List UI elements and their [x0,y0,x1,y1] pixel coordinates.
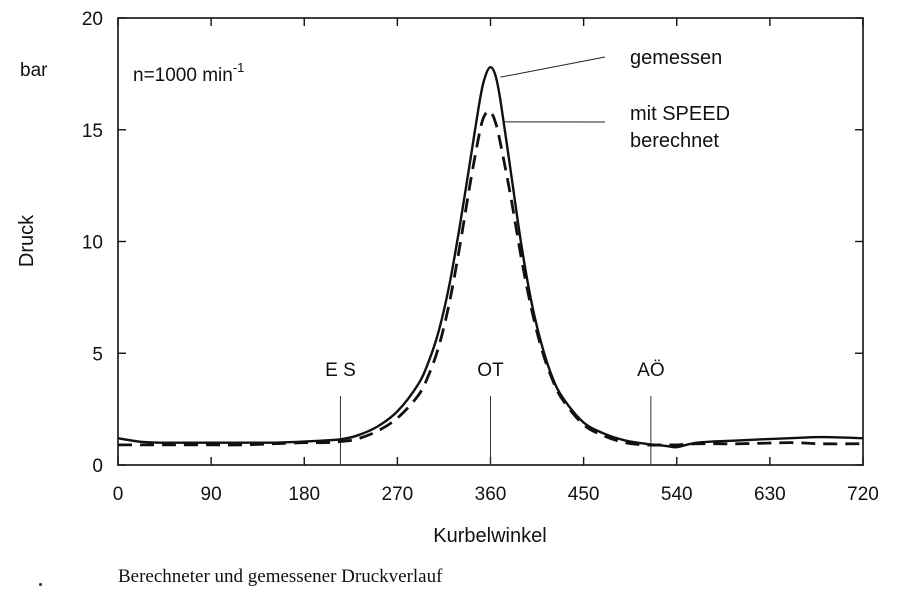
stray-dot [39,583,42,586]
x-tick-label: 270 [382,484,414,505]
y-tick-label: 10 [82,233,103,254]
series-lines [117,65,864,449]
x-tick-label: 630 [754,484,786,505]
y-axis-label: Druck [16,214,38,267]
legend-leader-line [500,56,606,78]
figure-caption: Berechneter und gemessener Druckverlauf [118,566,443,587]
series-line-gemessen [117,65,864,449]
marker-label: E S [325,360,356,381]
x-tick-label: 540 [661,484,693,505]
speed-annotation-sup: -1 [233,60,245,75]
series-line-berechnet [118,109,864,447]
y-tick-label: 5 [92,344,103,365]
legend-callouts: gemessen mit SPEED berechnet [500,47,730,152]
y-tick-label: 20 [82,9,103,30]
x-tick-label: 90 [201,484,222,505]
legend-label: gemessen [630,47,722,69]
y-tick-label: 0 [92,456,103,477]
speed-annotation-main: n=1000 min [133,65,233,86]
legend-label: berechnet [630,130,719,152]
legend-label: mit SPEED [630,103,730,125]
marker-label: OT [477,360,504,381]
plot-area: 0 90 180 270 360 450 540 630 720 0 5 10 15 20 E S OT AÖ… [82,9,879,505]
x-tick-label: 720 [847,484,879,505]
x-tick-label: 360 [475,484,507,505]
marker-label: AÖ [637,360,664,381]
marker-lines: E S OT AÖ [325,360,665,465]
y-unit-label: bar [20,60,48,81]
x-tick-label: 450 [568,484,600,505]
speed-annotation: n=1000 min-1 [133,60,244,86]
axis-ticks: 0 90 180 270 360 450 540 630 720 0 5 10 15 20 [82,9,879,505]
x-tick-label: 0 [113,484,124,505]
x-axis-label: Kurbelwinkel [433,525,546,547]
y-tick-label: 15 [82,121,103,142]
pressure-chart: 0 90 180 270 360 450 540 630 720 0 5 10 15 20 E S OT AÖ… [16,9,879,547]
x-tick-label: 180 [288,484,320,505]
